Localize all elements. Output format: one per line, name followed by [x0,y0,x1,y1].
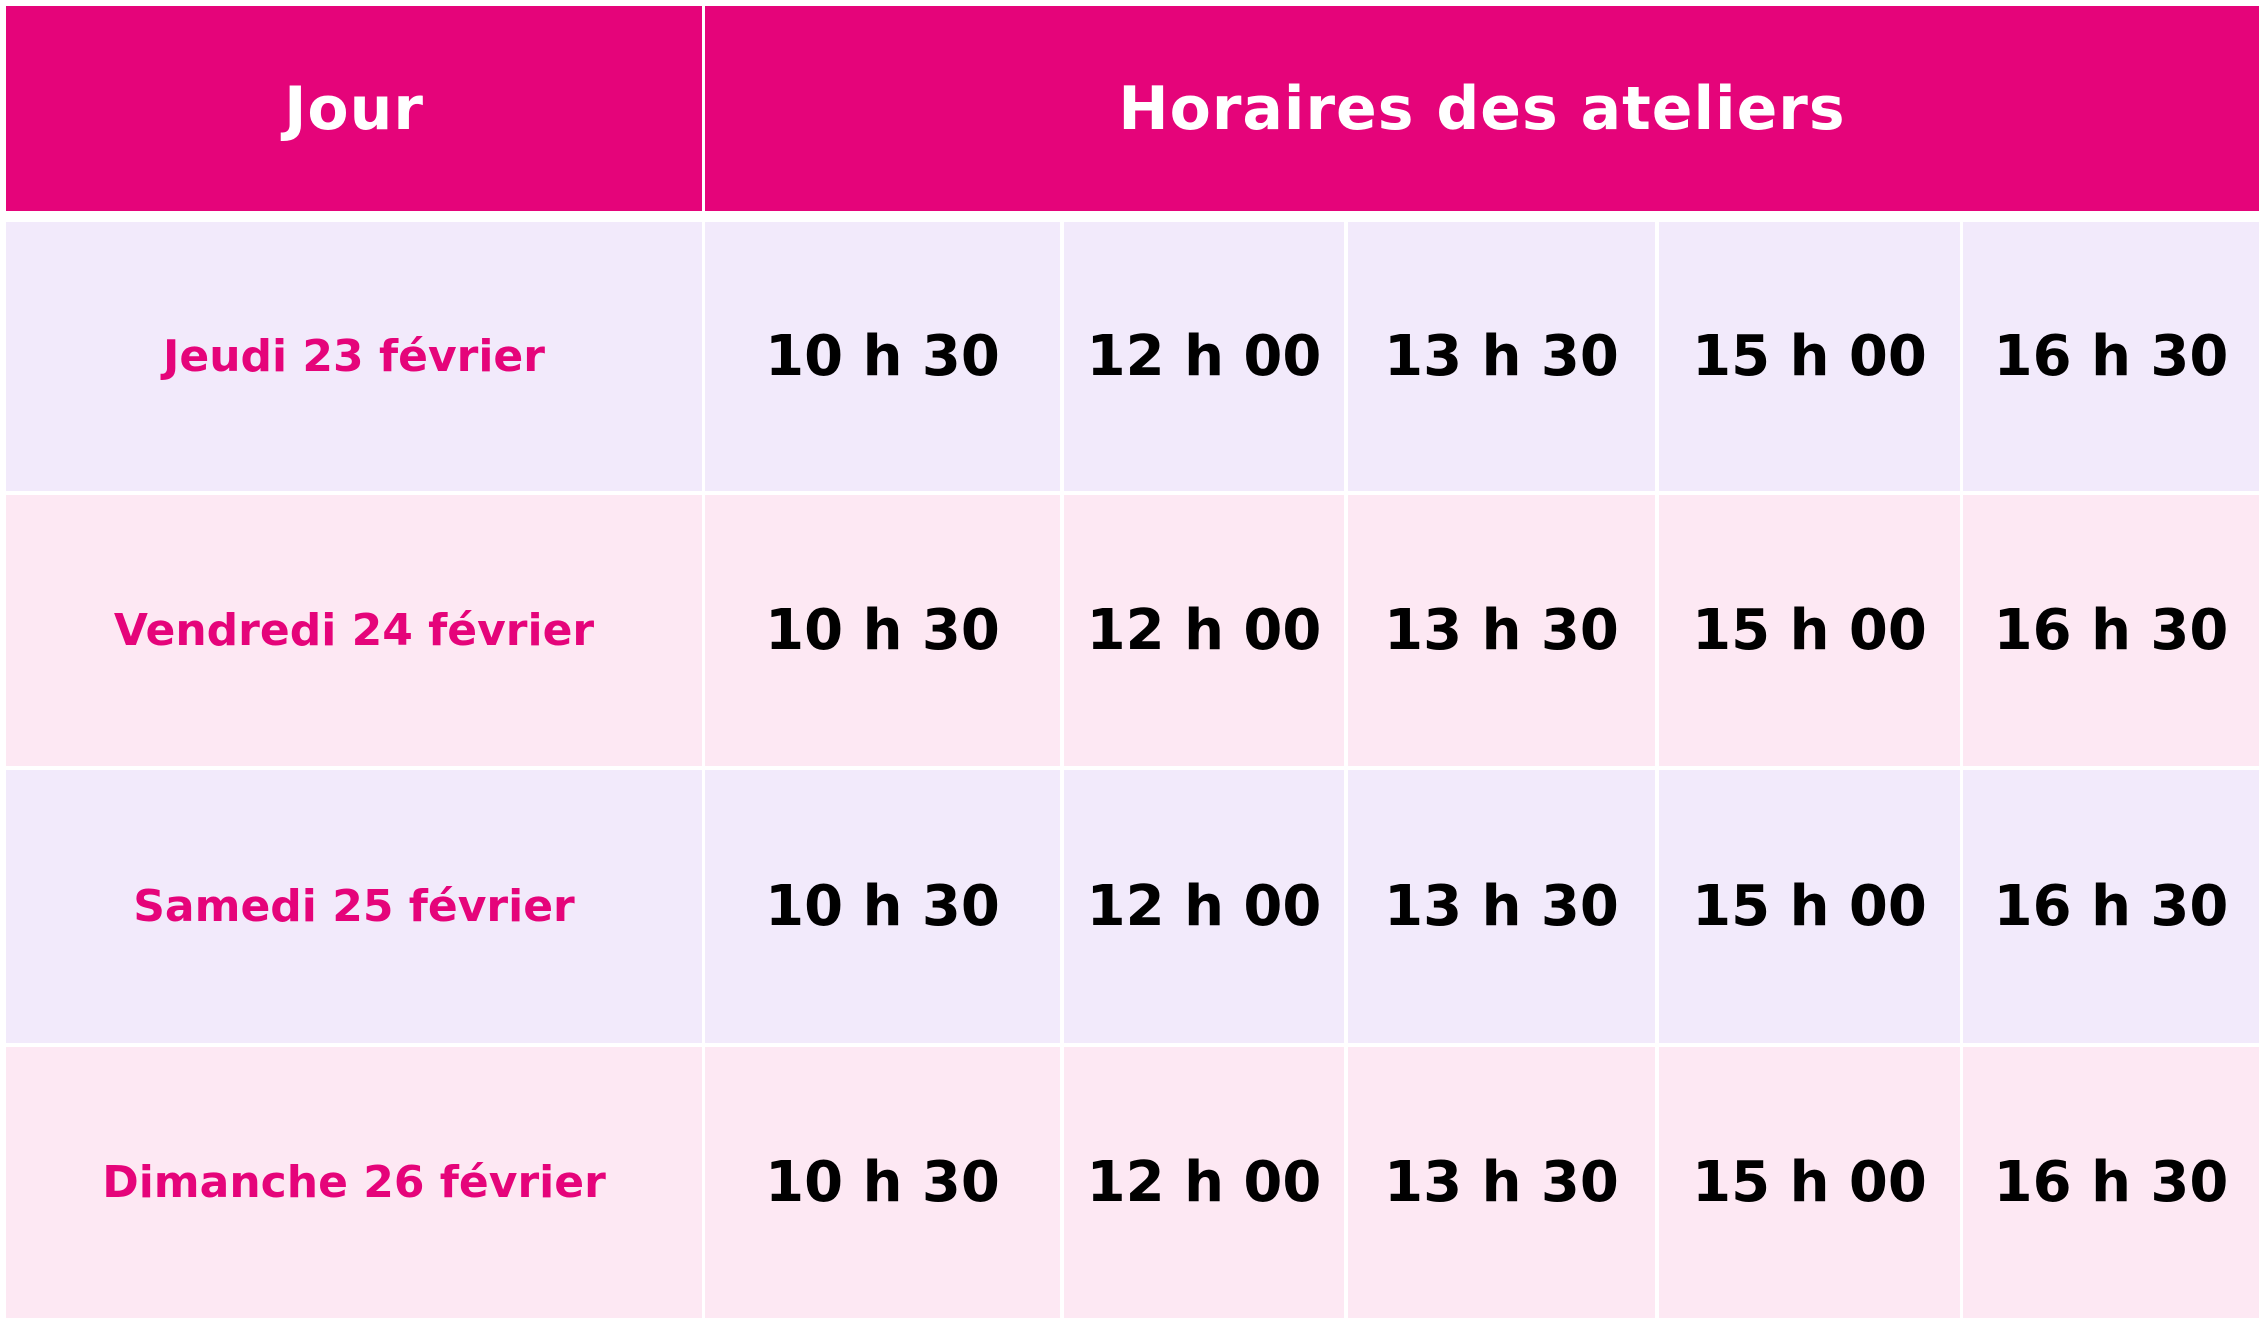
time-cell: 16 h 30 [1963,495,2259,766]
header-day: Jour [6,6,702,211]
header-times: Horaires des ateliers [705,6,2259,211]
day-cell: Dimanche 26 février [6,1047,702,1318]
day-cell: Samedi 25 février [6,770,702,1043]
time-cell: 16 h 30 [1963,1047,2259,1318]
time-cell: 15 h 00 [1659,770,1960,1043]
time-cell: 10 h 30 [705,495,1060,766]
time-cell: 12 h 00 [1064,495,1344,766]
time-cell: 15 h 00 [1659,495,1960,766]
time-cell: 13 h 30 [1348,1047,1655,1318]
day-cell: Vendredi 24 février [6,495,702,766]
time-cell: 12 h 00 [1064,1047,1344,1318]
time-cell: 16 h 30 [1963,222,2259,491]
time-cell: 13 h 30 [1348,770,1655,1043]
time-cell: 15 h 00 [1659,222,1960,491]
time-cell: 10 h 30 [705,1047,1060,1318]
day-cell: Jeudi 23 février [6,222,702,491]
time-cell: 10 h 30 [705,770,1060,1043]
time-cell: 15 h 00 [1659,1047,1960,1318]
time-cell: 10 h 30 [705,222,1060,491]
time-cell: 16 h 30 [1963,770,2259,1043]
time-cell: 13 h 30 [1348,222,1655,491]
time-cell: 13 h 30 [1348,495,1655,766]
time-cell: 12 h 00 [1064,222,1344,491]
time-cell: 12 h 00 [1064,770,1344,1043]
